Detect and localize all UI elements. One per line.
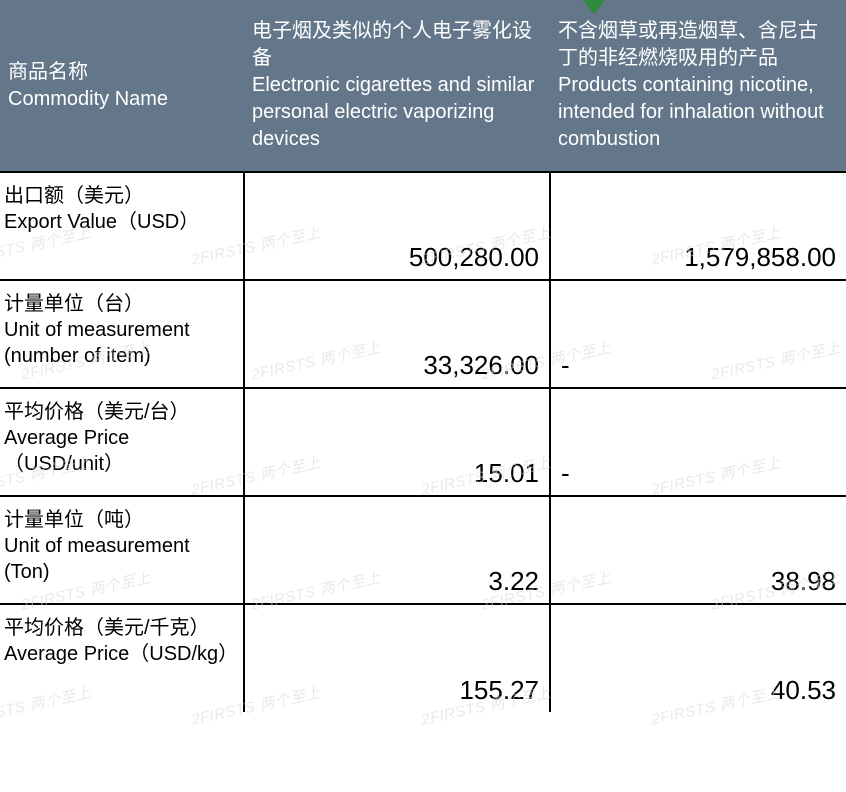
row-value-cell: 500,280.00 (244, 172, 550, 280)
row-label-cn: 计量单位（台） (4, 291, 235, 317)
row-label-cell: 平均价格（美元/台） Average Price（USD/unit） (0, 388, 244, 496)
row-label-en: Unit of measurement (number of item) (4, 317, 235, 369)
header-nicotine-products: 不含烟草或再造烟草、含尼古丁的非经燃烧吸用的产品 Products contai… (550, 0, 846, 172)
table-row: 平均价格（美元/千克） Average Price（USD/kg） 155.27… (0, 604, 846, 712)
commodity-table: 商品名称 Commodity Name 电子烟及类似的个人电子雾化设备 Elec… (0, 0, 846, 712)
cell-value: 33,326.00 (423, 350, 539, 381)
table-row: 计量单位（吨） Unit of measurement (Ton) 3.22 3… (0, 496, 846, 604)
cell-value: - (561, 458, 570, 489)
header-en: Commodity Name (8, 86, 232, 113)
row-label-cell: 计量单位（吨） Unit of measurement (Ton) (0, 496, 244, 604)
cell-value: 40.53 (771, 675, 836, 706)
row-value-cell: 1,579,858.00 (550, 172, 846, 280)
row-label-cell: 计量单位（台） Unit of measurement (number of i… (0, 280, 244, 388)
cell-value: 38.98 (771, 566, 836, 597)
table-row: 平均价格（美元/台） Average Price（USD/unit） 15.01… (0, 388, 846, 496)
row-label-cn: 平均价格（美元/千克） (4, 615, 235, 641)
header-cn: 电子烟及类似的个人电子雾化设备 (252, 18, 538, 72)
row-value-cell: 33,326.00 (244, 280, 550, 388)
row-label-cell: 平均价格（美元/千克） Average Price（USD/kg） (0, 604, 244, 712)
row-value-cell: 155.27 (244, 604, 550, 712)
cell-value: 3.22 (488, 566, 539, 597)
header-cn: 不含烟草或再造烟草、含尼古丁的非经燃烧吸用的产品 (558, 18, 834, 72)
arrow-down-icon (580, 0, 608, 14)
row-label-en: Average Price（USD/unit） (4, 425, 235, 477)
cell-value: 15.01 (474, 458, 539, 489)
header-cn: 商品名称 (8, 59, 232, 86)
header-ecig: 电子烟及类似的个人电子雾化设备 Electronic cigarettes an… (244, 0, 550, 172)
cell-value: 500,280.00 (409, 242, 539, 273)
header-en: Electronic cigarettes and similar person… (252, 72, 538, 153)
row-label-en: Unit of measurement (Ton) (4, 533, 235, 585)
cell-value: 155.27 (459, 675, 539, 706)
table-header-row: 商品名称 Commodity Name 电子烟及类似的个人电子雾化设备 Elec… (0, 0, 846, 172)
row-label-cell: 出口额（美元） Export Value（USD） (0, 172, 244, 280)
row-label-en: Export Value（USD） (4, 209, 235, 235)
row-value-cell: - (550, 388, 846, 496)
row-label-en: Average Price（USD/kg） (4, 641, 235, 667)
header-en: Products containing nicotine, intended f… (558, 72, 834, 153)
row-value-cell: 40.53 (550, 604, 846, 712)
row-value-cell: 3.22 (244, 496, 550, 604)
cell-value: - (561, 350, 570, 381)
row-value-cell: - (550, 280, 846, 388)
row-value-cell: 15.01 (244, 388, 550, 496)
header-commodity-name: 商品名称 Commodity Name (0, 0, 244, 172)
cell-value: 1,579,858.00 (684, 242, 836, 273)
table-row: 计量单位（台） Unit of measurement (number of i… (0, 280, 846, 388)
row-label-cn: 出口额（美元） (4, 183, 235, 209)
row-label-cn: 计量单位（吨） (4, 507, 235, 533)
table-body: 出口额（美元） Export Value（USD） 500,280.00 1,5… (0, 172, 846, 712)
row-value-cell: 38.98 (550, 496, 846, 604)
row-label-cn: 平均价格（美元/台） (4, 399, 235, 425)
table-row: 出口额（美元） Export Value（USD） 500,280.00 1,5… (0, 172, 846, 280)
